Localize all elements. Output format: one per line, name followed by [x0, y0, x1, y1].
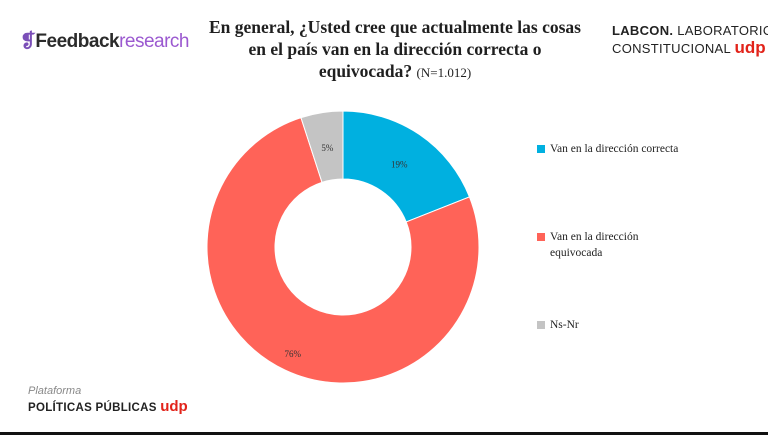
udp-logo: udp [734, 38, 766, 57]
data-label-correcta: 19% [391, 159, 408, 169]
footer-udp-logo: udp [160, 398, 188, 415]
footer-plataforma: Plataforma [28, 385, 82, 397]
legend-label-equivocada: Van en la dirección equivocada [550, 231, 639, 259]
legend-label-correcta: Van en la dirección correcta [550, 143, 679, 155]
labcon-logo-line1: LABORATORIO [673, 23, 768, 38]
chart-title: En general, ¿Usted cree que actualmente … [200, 16, 590, 84]
labcon-logo-line2: CONSTITUCIONAL [612, 41, 735, 56]
bottom-divider [0, 432, 768, 435]
donut-slice-nsnr [300, 110, 344, 183]
research-logo-text: research [119, 31, 189, 52]
labcon-logo: LABCON. LABORATORIO CONSTITUCIONAL udp [612, 22, 768, 57]
footer-politicas-publicas: POLÍTICAS PÚBLICAS udp [28, 398, 188, 415]
donut-slice-equivocada [206, 117, 480, 384]
footer-politicas-text: POLÍTICAS PÚBLICAS [28, 402, 161, 414]
feedback-logo-icon: ❡ [20, 31, 36, 52]
legend-item-correcta: Van en la dirección correcta [537, 141, 687, 157]
footer-logo: Plataforma POLÍTICAS PÚBLICAS udp [28, 384, 188, 415]
data-label-equivocada: 76% [285, 349, 302, 359]
feedback-research-logo: ❡Feedbackresearch [20, 30, 189, 53]
legend-swatch-nsnr [537, 321, 545, 329]
legend-item-nsnr: Ns-Nr [537, 317, 687, 333]
legend-swatch-equivocada [537, 233, 545, 241]
labcon-logo-bold: LABCON. [612, 23, 674, 38]
chart-title-sample-size: (N=1.012) [416, 65, 472, 80]
legend-swatch-correcta [537, 145, 545, 153]
donut-slice-correcta [342, 110, 471, 223]
legend-label-nsnr: Ns-Nr [550, 319, 579, 331]
feedback-logo-text: Feedback [35, 31, 120, 52]
chart-title-text: En general, ¿Usted cree que actualmente … [209, 17, 581, 81]
data-label-nsnr: 5% [321, 143, 334, 153]
legend-item-equivocada: Van en la dirección equivocada [537, 229, 687, 261]
